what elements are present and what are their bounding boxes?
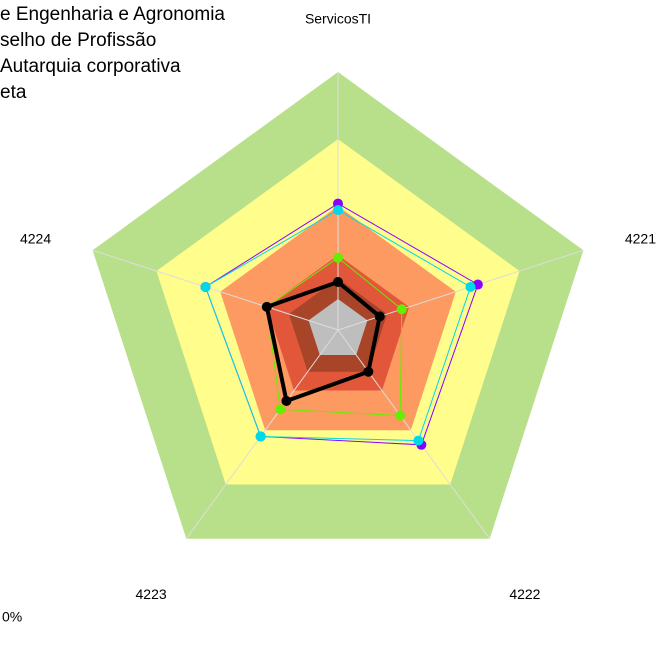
point (275, 404, 286, 415)
legend-label: Autarquia corporativa (0, 56, 181, 77)
point (395, 410, 406, 421)
point (281, 395, 292, 406)
series-line (266, 257, 403, 417)
point (465, 281, 476, 292)
point (333, 277, 343, 288)
series-line (204, 202, 479, 446)
point (333, 205, 343, 216)
point (261, 301, 272, 312)
spoke (337, 329, 491, 540)
point (333, 252, 343, 263)
axis-label: ServicosTI (305, 11, 371, 27)
point (374, 311, 385, 322)
point (255, 431, 266, 442)
legend-label: eta (0, 82, 27, 103)
axis-label: 4223 (136, 586, 167, 602)
axis-label: 4222 (509, 586, 540, 602)
spoke (92, 249, 339, 331)
series-line (264, 279, 382, 404)
point (413, 435, 424, 446)
point (363, 366, 374, 377)
axis-label: 4221 (625, 230, 656, 246)
annotation: 0% (2, 609, 22, 625)
axis-label: 4224 (20, 230, 51, 246)
legend-label: e Engenharia e Agronomia (0, 4, 225, 25)
legend-label: selho de Profissão (0, 30, 156, 51)
series-line (204, 209, 472, 442)
point (396, 304, 407, 315)
point (200, 281, 211, 292)
